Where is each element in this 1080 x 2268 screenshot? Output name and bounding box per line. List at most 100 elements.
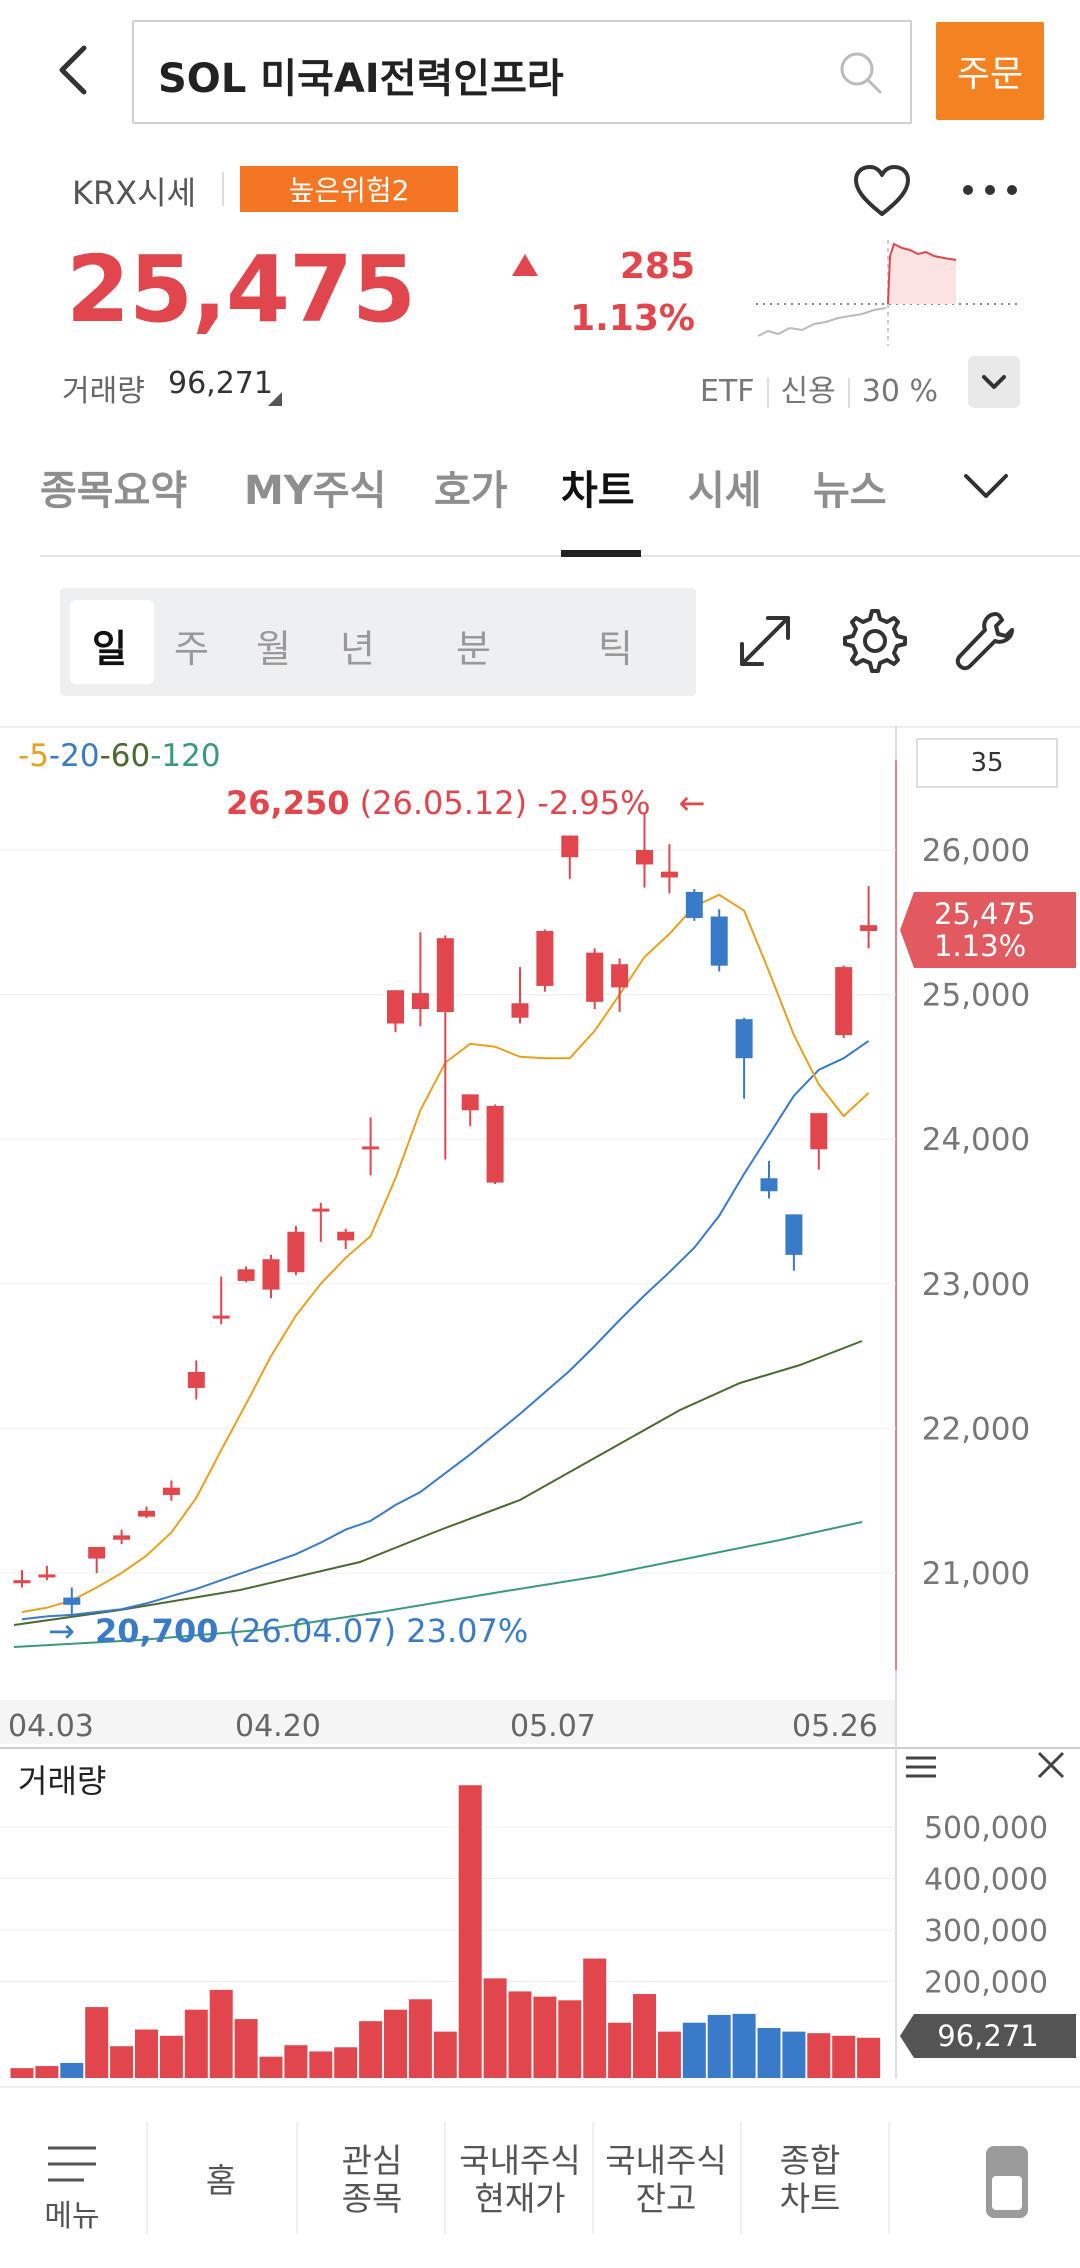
volume-bar	[757, 2027, 781, 2078]
candle-body	[38, 1574, 56, 1578]
candle-body	[63, 1597, 81, 1605]
ma-5-label: 5	[29, 738, 49, 774]
volume-bar	[184, 2009, 208, 2078]
ma-120-line	[13, 1521, 863, 1648]
volume-bar	[657, 2031, 681, 2078]
divider	[740, 2122, 742, 2234]
volume-bar	[533, 1996, 557, 2078]
date-tick-label: 05.07	[510, 1709, 596, 1744]
search-icon[interactable]	[834, 46, 888, 100]
chevron-down-icon[interactable]	[956, 466, 1016, 506]
up-triangle-icon	[512, 254, 538, 276]
tab-orderbook[interactable]: 호가	[434, 468, 508, 514]
active-tab-indicator	[561, 550, 641, 557]
period-active-highlight	[70, 600, 154, 684]
nav-chart[interactable]: 종합 차트	[779, 2141, 841, 2218]
order-button[interactable]: 주문	[936, 22, 1044, 120]
divider	[444, 2122, 446, 2234]
candle-body	[511, 1003, 529, 1018]
candle-body	[262, 1259, 280, 1290]
ma-60-line	[13, 1340, 863, 1626]
period-month[interactable]: 월	[256, 627, 291, 671]
volume-value: 96,271	[168, 366, 273, 401]
current-price-tag-value: 25,475	[934, 897, 1036, 931]
market-label: KRX시세	[72, 174, 197, 212]
stock-search-box[interactable]: SOL 미국AI전력인프라	[132, 20, 912, 124]
nav-watchlist[interactable]: 관심 종목	[341, 2141, 403, 2218]
price-tick-label: 23,000	[922, 1267, 1030, 1303]
period-tick[interactable]: 틱	[598, 627, 633, 671]
ma-dash-icon: -	[48, 738, 61, 774]
change-value: 285	[619, 246, 695, 287]
nav-balance[interactable]: 국내주식 잔고	[605, 2141, 727, 2218]
tabs-divider	[40, 555, 1080, 557]
candle-body	[88, 1546, 106, 1559]
heart-icon[interactable]	[852, 164, 912, 220]
candle-body	[138, 1510, 155, 1517]
volume-label: 거래량	[62, 374, 145, 409]
nav-current-price[interactable]: 국내주식 현재가	[459, 2141, 581, 2218]
divider	[592, 2122, 594, 2234]
chevron-down-icon	[982, 375, 1006, 389]
tab-quotes[interactable]: 시세	[688, 468, 762, 514]
high-detail: (26.05.12) -2.95%	[349, 784, 651, 822]
volume-bar	[135, 2029, 158, 2078]
volume-bar	[508, 1991, 532, 2078]
back-button[interactable]	[40, 30, 110, 110]
low-detail: (26.04.07) 23.07%	[218, 1612, 529, 1650]
candle-body	[13, 1580, 31, 1584]
price-chart[interactable]: 26,000 25,000 24,000 23,000 22,000 21,000 500,…	[0, 726, 1080, 2078]
ma-120-label: 120	[161, 738, 221, 774]
volume-bar	[633, 1994, 656, 2078]
ma-dash-icon: -	[18, 738, 30, 774]
tab-summary[interactable]: 종목요약	[40, 468, 188, 514]
candle-body	[162, 1487, 180, 1495]
candle-count-input[interactable]: 35	[916, 738, 1058, 788]
candle-body	[287, 1231, 305, 1273]
period-year[interactable]: 년	[340, 627, 375, 671]
volume-bar	[782, 2031, 806, 2078]
wrench-icon[interactable]	[950, 606, 1020, 676]
menu-lines-icon[interactable]	[904, 1752, 938, 1782]
corner-triangle-icon	[268, 392, 282, 406]
app-switch-icon[interactable]	[982, 2142, 1032, 2222]
nav-home[interactable]: 홈	[205, 2161, 237, 2200]
price-tick-label: 26,000	[922, 833, 1030, 869]
candle-body	[486, 1105, 504, 1183]
candle-body	[561, 835, 579, 858]
expand-info-button[interactable]	[968, 356, 1020, 408]
gear-icon[interactable]	[840, 606, 910, 676]
volume-bar	[483, 1978, 507, 2078]
volume-bar	[110, 2046, 134, 2078]
tab-my-stock[interactable]: MY주식	[244, 468, 387, 514]
candle-body	[835, 967, 853, 1036]
volume-bar	[857, 2037, 881, 2078]
more-icon[interactable]	[960, 180, 1020, 200]
high-price-note: 26,250 (26.05.12) -2.95% ←	[226, 784, 705, 822]
period-minute[interactable]: 분	[456, 627, 491, 671]
nav-menu[interactable]: 메뉴	[44, 2199, 100, 2234]
chart-top-border	[0, 726, 1080, 728]
period-selector: 일 주 월 년 분 틱	[60, 588, 696, 696]
period-week[interactable]: 주	[174, 627, 209, 671]
volume-tick-label: 300,000	[924, 1914, 1048, 1949]
candle-body	[710, 916, 728, 966]
fullscreen-icon[interactable]	[730, 606, 800, 676]
tab-news[interactable]: 뉴스	[813, 468, 887, 514]
high-value: 26,250	[226, 784, 350, 822]
close-icon[interactable]	[1034, 1748, 1068, 1782]
tab-chart[interactable]: 차트	[561, 468, 635, 514]
ma-legend: -5-20-60-120	[18, 738, 221, 774]
candle-body	[685, 891, 703, 918]
current-price-tag: 25,475 1.13%	[900, 892, 1076, 968]
candle-body	[586, 952, 604, 1002]
date-axis-band	[0, 1700, 896, 1744]
candle-body	[735, 1019, 753, 1059]
candle-body	[611, 964, 629, 988]
volume-bar	[334, 2047, 358, 2078]
candle-body	[113, 1535, 131, 1540]
divider	[146, 2122, 148, 2234]
period-day[interactable]: 일	[92, 627, 127, 671]
credit-value: 30 %	[861, 374, 938, 409]
price-tick-label: 21,000	[922, 1556, 1030, 1592]
